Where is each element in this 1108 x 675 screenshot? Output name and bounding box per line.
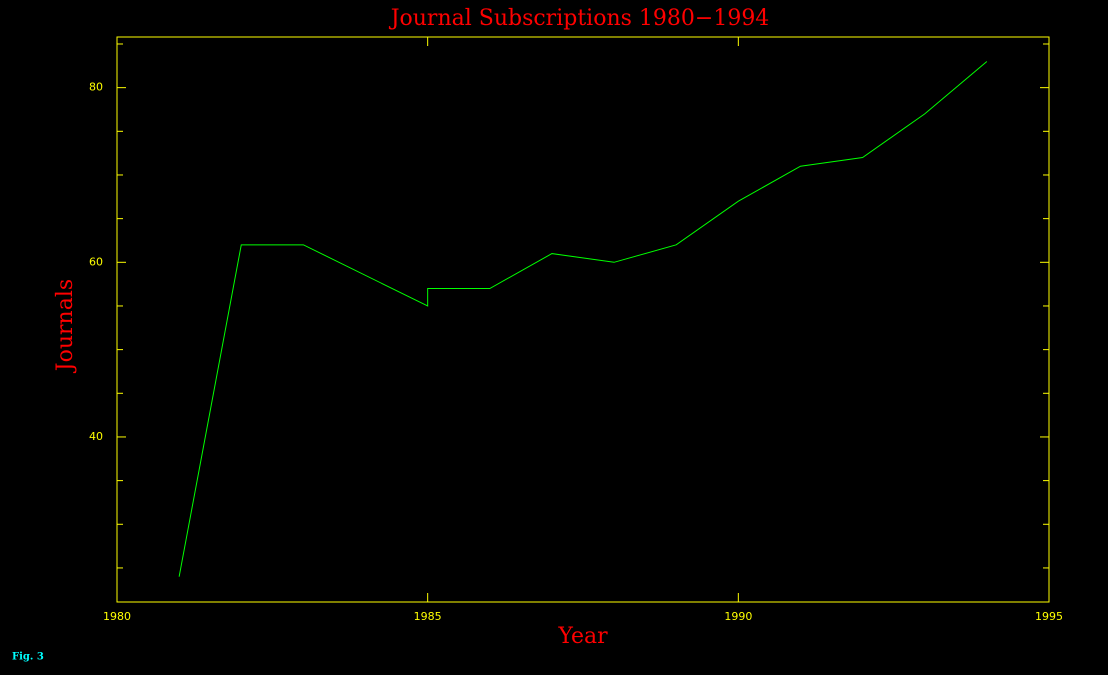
x-tick-label: 1990 [724, 610, 752, 623]
plot-frame [116, 36, 1050, 603]
chart-title: Journal Subscriptions 1980−1994 [389, 6, 770, 31]
data-line [178, 61, 988, 577]
y-tick-label: 60 [89, 255, 103, 268]
x-tick-label: 1985 [414, 610, 442, 623]
y-tick-label: 80 [89, 81, 103, 94]
x-axis-label: Year [557, 624, 608, 649]
y-tick-label: 40 [89, 430, 103, 443]
caption: Fig. 3 [12, 652, 44, 663]
y-axis-label: Journals [53, 279, 78, 373]
x-tick-label: 1980 [103, 610, 131, 623]
x-tick-label: 1995 [1035, 610, 1063, 623]
